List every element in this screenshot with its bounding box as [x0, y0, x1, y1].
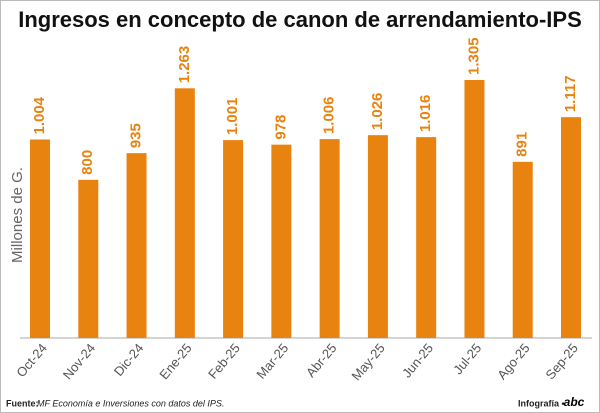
value-label: 1.305: [465, 37, 482, 75]
x-tick-label: Nov-24: [60, 340, 98, 382]
credit: Infografía •: [518, 398, 565, 408]
value-label: 1.006: [321, 97, 338, 135]
y-axis-label: Millones de G.: [9, 167, 26, 263]
x-tick-label: Ene-25: [156, 340, 194, 382]
value-label: 1.117: [562, 75, 579, 112]
value-label: 1.026: [369, 93, 386, 131]
value-label: 978: [272, 115, 289, 140]
value-label: 1.263: [176, 46, 193, 84]
x-tick-label: May-25: [348, 340, 387, 383]
source-label: Fuente:: [6, 398, 39, 408]
x-tick-label: Jun-25: [399, 340, 436, 380]
value-label: 891: [514, 132, 531, 157]
bar: [223, 140, 244, 338]
x-tick-label: Ago-25: [494, 340, 532, 382]
x-tick-label: Feb-25: [205, 340, 243, 381]
bar: [464, 80, 485, 338]
bar: [174, 88, 195, 338]
value-label: 1.001: [224, 98, 241, 136]
bar: [512, 161, 533, 338]
x-tick-label: Dic-24: [111, 340, 147, 378]
bar: [416, 137, 437, 338]
bar: [30, 139, 50, 338]
value-label: 935: [128, 123, 145, 148]
value-label: 1.016: [417, 95, 434, 133]
value-label: 800: [79, 150, 96, 175]
bar: [561, 117, 581, 338]
x-tick-label: Oct-24: [13, 340, 50, 380]
source: MF Economía e Inversiones con datos del …: [37, 398, 224, 408]
x-tick-label: Sep-25: [542, 340, 580, 382]
bar: [367, 135, 388, 338]
x-tick-label: Mar-25: [253, 340, 291, 381]
bar: [319, 139, 340, 338]
value-label: 1.004: [31, 96, 48, 134]
chart-title: Ingresos en concepto de canon de arrenda…: [18, 7, 582, 32]
brand: abc: [564, 395, 585, 409]
x-tick-label: Abr-25: [303, 340, 340, 380]
bar: [78, 179, 99, 338]
bar: [271, 144, 292, 338]
bar: [126, 153, 147, 338]
x-tick-label: Jul-25: [450, 340, 484, 377]
